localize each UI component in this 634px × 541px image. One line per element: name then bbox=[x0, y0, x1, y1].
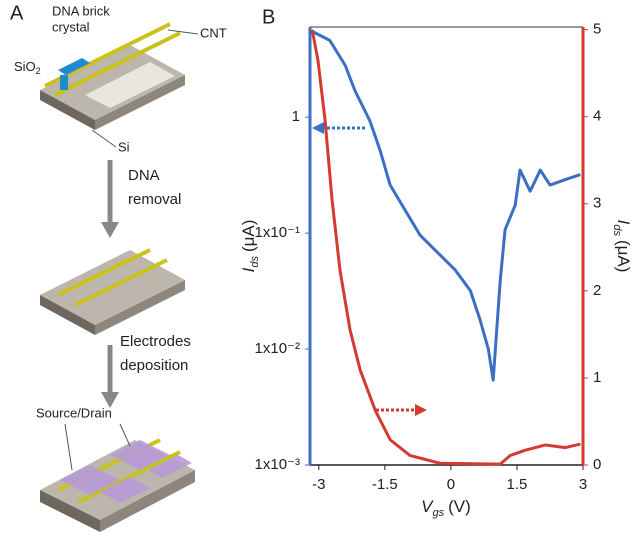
annotation: Si bbox=[118, 139, 130, 154]
step-label: deposition bbox=[120, 357, 188, 374]
x-axis-label: Vgs(V) bbox=[421, 497, 471, 518]
annotation: SiO bbox=[14, 59, 36, 74]
x-tick-label: 0 bbox=[447, 476, 455, 493]
step-label: DNA bbox=[128, 167, 160, 184]
axis-arrow-head bbox=[415, 404, 427, 416]
y-tick-label: 1x10⁻³ bbox=[255, 456, 300, 473]
y2-tick-label: 0 bbox=[593, 456, 601, 473]
y-axis-label: ds bbox=[249, 256, 261, 268]
pointer bbox=[120, 424, 130, 446]
annotation: SiO2 bbox=[14, 59, 41, 76]
dna-brick bbox=[60, 75, 68, 90]
y2-tick-label: 3 bbox=[593, 195, 601, 212]
y2-axis-label: ds bbox=[611, 224, 623, 236]
annotation: crystal bbox=[52, 19, 90, 34]
data-line bbox=[312, 30, 580, 465]
page: A DNA brick crystal CNT SiO2 Si DNA remo… bbox=[0, 0, 634, 541]
annotation: Source/Drain bbox=[36, 405, 112, 420]
x-axis-label: (V) bbox=[448, 497, 471, 516]
x-tick-label: -1.5 bbox=[372, 476, 398, 493]
y2-tick-label: 2 bbox=[593, 282, 601, 299]
y-tick-label: 1x10⁻¹ bbox=[255, 224, 300, 241]
y2-axis-label: Ids(μA) bbox=[611, 220, 632, 273]
annotation: 2 bbox=[36, 66, 41, 76]
y2-tick-label: 4 bbox=[593, 108, 601, 125]
data-line bbox=[312, 31, 580, 380]
pointer bbox=[65, 424, 72, 470]
x-tick-label: -3 bbox=[312, 476, 325, 493]
annotation: DNA brick bbox=[52, 3, 110, 18]
figure: A DNA brick crystal CNT SiO2 Si DNA remo… bbox=[0, 0, 634, 541]
axis-arrow-head bbox=[312, 122, 324, 134]
arrow-head bbox=[101, 222, 119, 238]
x-tick-label: 3 bbox=[579, 476, 587, 493]
y-tick-label: 1x10⁻² bbox=[255, 340, 300, 357]
panel-label: A bbox=[10, 2, 24, 24]
step-label: Electrodes bbox=[120, 333, 191, 350]
pointer bbox=[168, 30, 198, 34]
step-label: removal bbox=[128, 191, 181, 208]
y2-axis-label: (μA) bbox=[614, 240, 633, 272]
x-axis-label: gs bbox=[433, 507, 445, 519]
annotation: CNT bbox=[200, 25, 227, 40]
panel-a: A DNA brick crystal CNT SiO2 Si DNA remo… bbox=[10, 2, 227, 532]
y-tick-label: 1 bbox=[292, 108, 300, 125]
x-tick-label: 1.5 bbox=[507, 476, 528, 493]
panel-label: B bbox=[262, 6, 275, 28]
pointer bbox=[92, 130, 116, 147]
y2-tick-label: 5 bbox=[593, 21, 601, 38]
y2-tick-label: 1 bbox=[593, 369, 601, 386]
